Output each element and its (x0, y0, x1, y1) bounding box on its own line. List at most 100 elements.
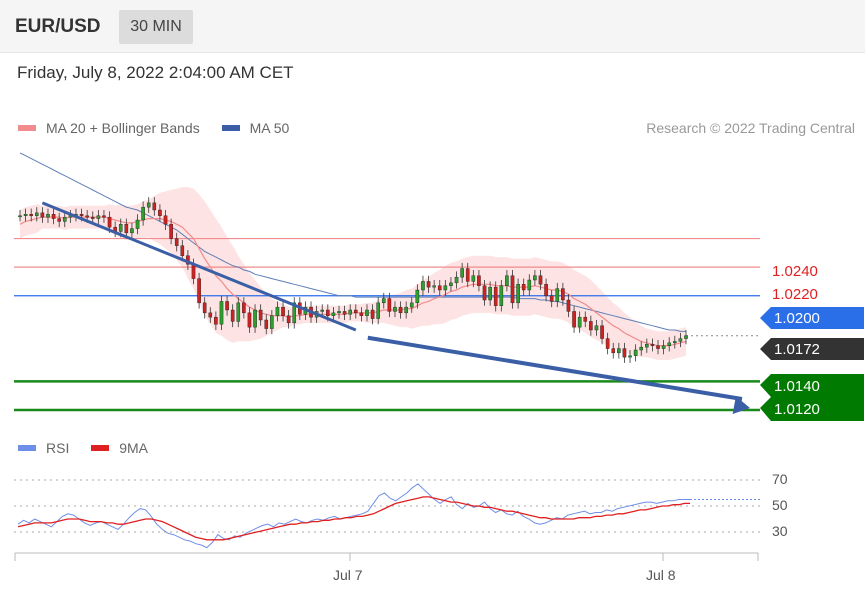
candle-down (57, 218, 61, 222)
candle-down (437, 285, 442, 291)
candle-up (555, 288, 560, 302)
candle-up (118, 224, 123, 232)
candle-down (51, 214, 56, 219)
candle-up (253, 309, 257, 328)
candle-up (365, 309, 369, 316)
candle-down (482, 285, 487, 301)
candle-up (46, 214, 50, 218)
candle-down (264, 319, 269, 329)
candle-down (202, 302, 207, 314)
candle-down (163, 215, 168, 225)
candle-up (34, 212, 39, 216)
chart-header: EUR/USD 30 MIN (0, 0, 865, 53)
candle-up (275, 306, 280, 316)
candle-down (477, 275, 481, 286)
candle-up (488, 286, 492, 301)
candle-down (589, 321, 593, 331)
candle-down (538, 275, 543, 285)
candle-up (533, 275, 537, 281)
legend-ma50: MA 50 (221, 120, 289, 136)
candle-down (387, 298, 392, 312)
pivot-tag (760, 307, 864, 329)
candle-up (409, 302, 414, 308)
candle-up (219, 301, 224, 325)
candle-up (236, 302, 241, 322)
currency-pair: EUR/USD (15, 16, 101, 37)
legend-rsi-ma: 9MA (91, 440, 148, 456)
candle-up (23, 214, 28, 216)
candle-down (544, 284, 548, 296)
candle-up (348, 309, 353, 315)
candle-down (510, 275, 515, 304)
rsi-panel (14, 479, 760, 549)
candle-up (415, 289, 420, 304)
candle-up (443, 285, 448, 291)
rsi-ma-line (17, 496, 690, 541)
candle-down (107, 216, 112, 228)
projection-arrow-head (732, 396, 750, 414)
candle-up (527, 279, 532, 291)
candle-up (633, 349, 638, 356)
candle-up (432, 285, 436, 288)
x-tick-label-jul7: Jul 7 (333, 567, 363, 583)
candle-up (639, 346, 644, 351)
support-tag-2 (760, 397, 864, 421)
candle-down (549, 295, 554, 302)
x-tick-label-jul8: Jul 8 (646, 567, 676, 583)
candle-down (180, 245, 185, 256)
candle-up (454, 276, 459, 284)
candle-up (645, 344, 649, 348)
candle-down (342, 311, 347, 315)
candle-down (605, 338, 610, 349)
candle-down (566, 299, 571, 312)
candle-down (622, 348, 627, 358)
candle-down (465, 268, 470, 282)
candle-down (102, 215, 106, 218)
legend-swatch-ma20 (18, 125, 36, 132)
candle-up (421, 281, 425, 291)
candle-down (29, 214, 33, 216)
candle-up (673, 341, 677, 344)
candle-down (191, 264, 196, 279)
support-tag-1 (760, 374, 864, 397)
candle-up (505, 275, 509, 286)
candle-down (40, 212, 45, 218)
legend-rsi: RSI (18, 440, 69, 456)
legend-swatch-rsi (18, 445, 36, 452)
candle-up (661, 345, 666, 349)
candle-up (628, 355, 632, 358)
current-price-tag (760, 338, 864, 360)
candle-up (270, 315, 274, 329)
level-label-1-0240: 1.0240 (772, 263, 818, 280)
candle-down (561, 288, 565, 301)
candle-up (617, 348, 621, 354)
rsi-level-70: 70 (772, 471, 788, 487)
candle-down (258, 309, 263, 321)
level-label-1-0200: 1.0200 (774, 310, 820, 327)
candle-up (18, 215, 22, 218)
candle-down (426, 281, 431, 288)
candle-up (376, 302, 380, 319)
candle-up (381, 298, 386, 304)
candle-up (96, 215, 101, 219)
ma20-line (19, 216, 687, 347)
legend-swatch-ma50 (221, 125, 240, 132)
candle-up (141, 206, 145, 221)
candle-up (667, 342, 672, 346)
candle-down (281, 306, 285, 316)
candle-down (398, 306, 403, 314)
candle-up (130, 228, 134, 234)
timeframe-button[interactable]: 30 MIN (119, 10, 193, 44)
candle-down (124, 224, 129, 234)
candle-up (320, 309, 325, 312)
candle-up (135, 219, 140, 229)
candle-up (337, 311, 341, 314)
research-credit: Research © 2022 Trading Central (646, 120, 855, 136)
candle-up (684, 335, 688, 339)
main-legend: MA 20 + Bollinger Bands MA 50 (18, 120, 289, 136)
candle-down (493, 286, 498, 306)
candle-up (577, 316, 582, 328)
candle-down (230, 309, 235, 322)
projection-arrow-shaft (367, 335, 743, 401)
candle-down (197, 278, 201, 304)
